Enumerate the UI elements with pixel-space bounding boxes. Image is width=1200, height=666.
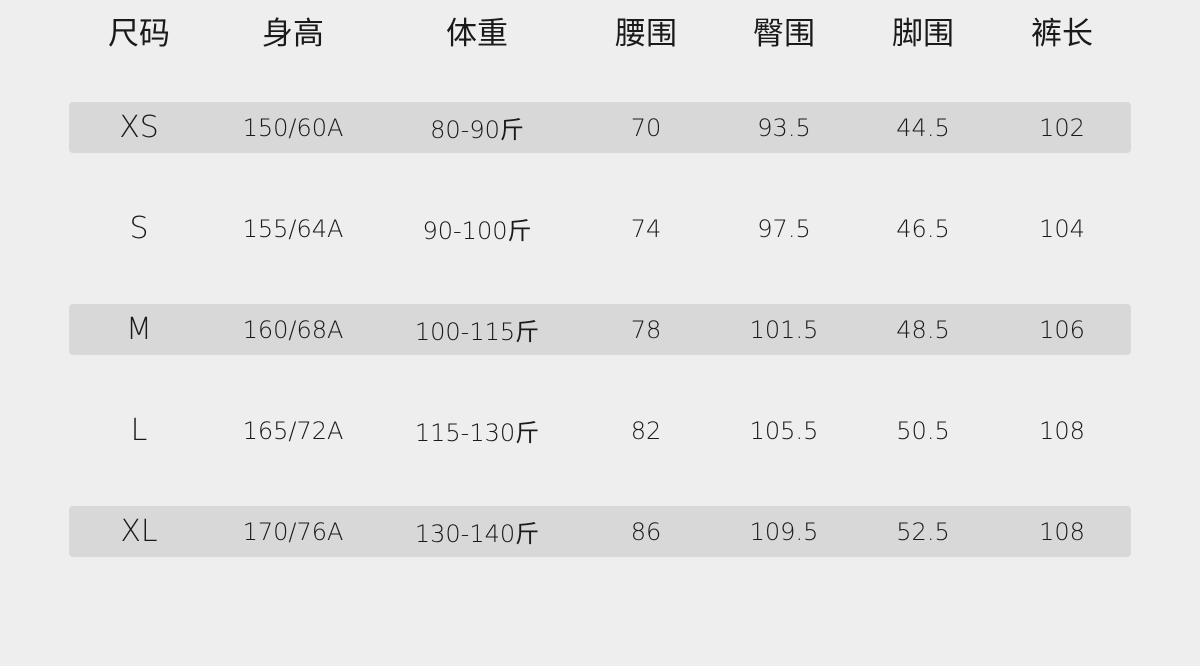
cell-length: 108 (1039, 416, 1085, 445)
cell-length: 106 (1039, 315, 1085, 344)
cell-weight: 90-100斤 (422, 217, 532, 245)
cell-hip: 93.5 (757, 113, 811, 142)
cell-leg-opening: 50.5 (896, 416, 950, 445)
cell-hip: 109.5 (749, 517, 819, 546)
cell-height: 150/60A (242, 113, 344, 142)
cell-size: M (126, 312, 152, 347)
header-leg-opening: 脚围 (892, 15, 954, 52)
header-hip: 臀围 (753, 15, 815, 52)
cell-height: 155/64A (242, 214, 344, 243)
cell-weight: 130-140斤 (414, 520, 540, 548)
cell-size: L (130, 413, 148, 448)
cell-size: S (129, 211, 149, 246)
cell-weight: 115-130斤 (414, 419, 540, 447)
cell-weight: 100-115斤 (414, 318, 540, 346)
header-size: 尺码 (108, 15, 170, 52)
header-height: 身高 (262, 15, 324, 52)
cell-leg-opening: 44.5 (896, 113, 950, 142)
table-row: S 155/64A 90-100斤 74 97.5 46.5 104 (69, 203, 1131, 254)
cell-waist: 74 (630, 214, 662, 243)
cell-height: 160/68A (242, 315, 344, 344)
cell-waist: 70 (630, 113, 662, 142)
cell-waist: 82 (630, 416, 662, 445)
cell-waist: 78 (630, 315, 662, 344)
cell-leg-opening: 46.5 (896, 214, 950, 243)
cell-size: XS (119, 110, 159, 145)
table-row: L 165/72A 115-130斤 82 105.5 50.5 108 (69, 405, 1131, 456)
cell-weight: 80-90斤 (430, 116, 524, 144)
header-length: 裤长 (1031, 15, 1093, 52)
cell-length: 108 (1039, 517, 1085, 546)
cell-waist: 86 (630, 517, 662, 546)
cell-hip: 105.5 (749, 416, 819, 445)
header-weight: 体重 (446, 15, 508, 52)
header-waist: 腰围 (615, 15, 677, 52)
table-header: 尺码 身高 体重 腰围 臀围 脚围 裤长 (69, 5, 1131, 55)
table-row: M 160/68A 100-115斤 78 101.5 48.5 106 (69, 304, 1131, 355)
cell-length: 102 (1039, 113, 1085, 142)
cell-leg-opening: 52.5 (896, 517, 950, 546)
table-row: XL 170/76A 130-140斤 86 109.5 52.5 108 (69, 506, 1131, 557)
cell-height: 170/76A (242, 517, 344, 546)
cell-leg-opening: 48.5 (896, 315, 950, 344)
cell-length: 104 (1039, 214, 1085, 243)
cell-size: XL (120, 514, 158, 549)
cell-height: 165/72A (242, 416, 344, 445)
cell-hip: 101.5 (749, 315, 819, 344)
table-row: XS 150/60A 80-90斤 70 93.5 44.5 102 (69, 102, 1131, 153)
cell-hip: 97.5 (757, 214, 811, 243)
